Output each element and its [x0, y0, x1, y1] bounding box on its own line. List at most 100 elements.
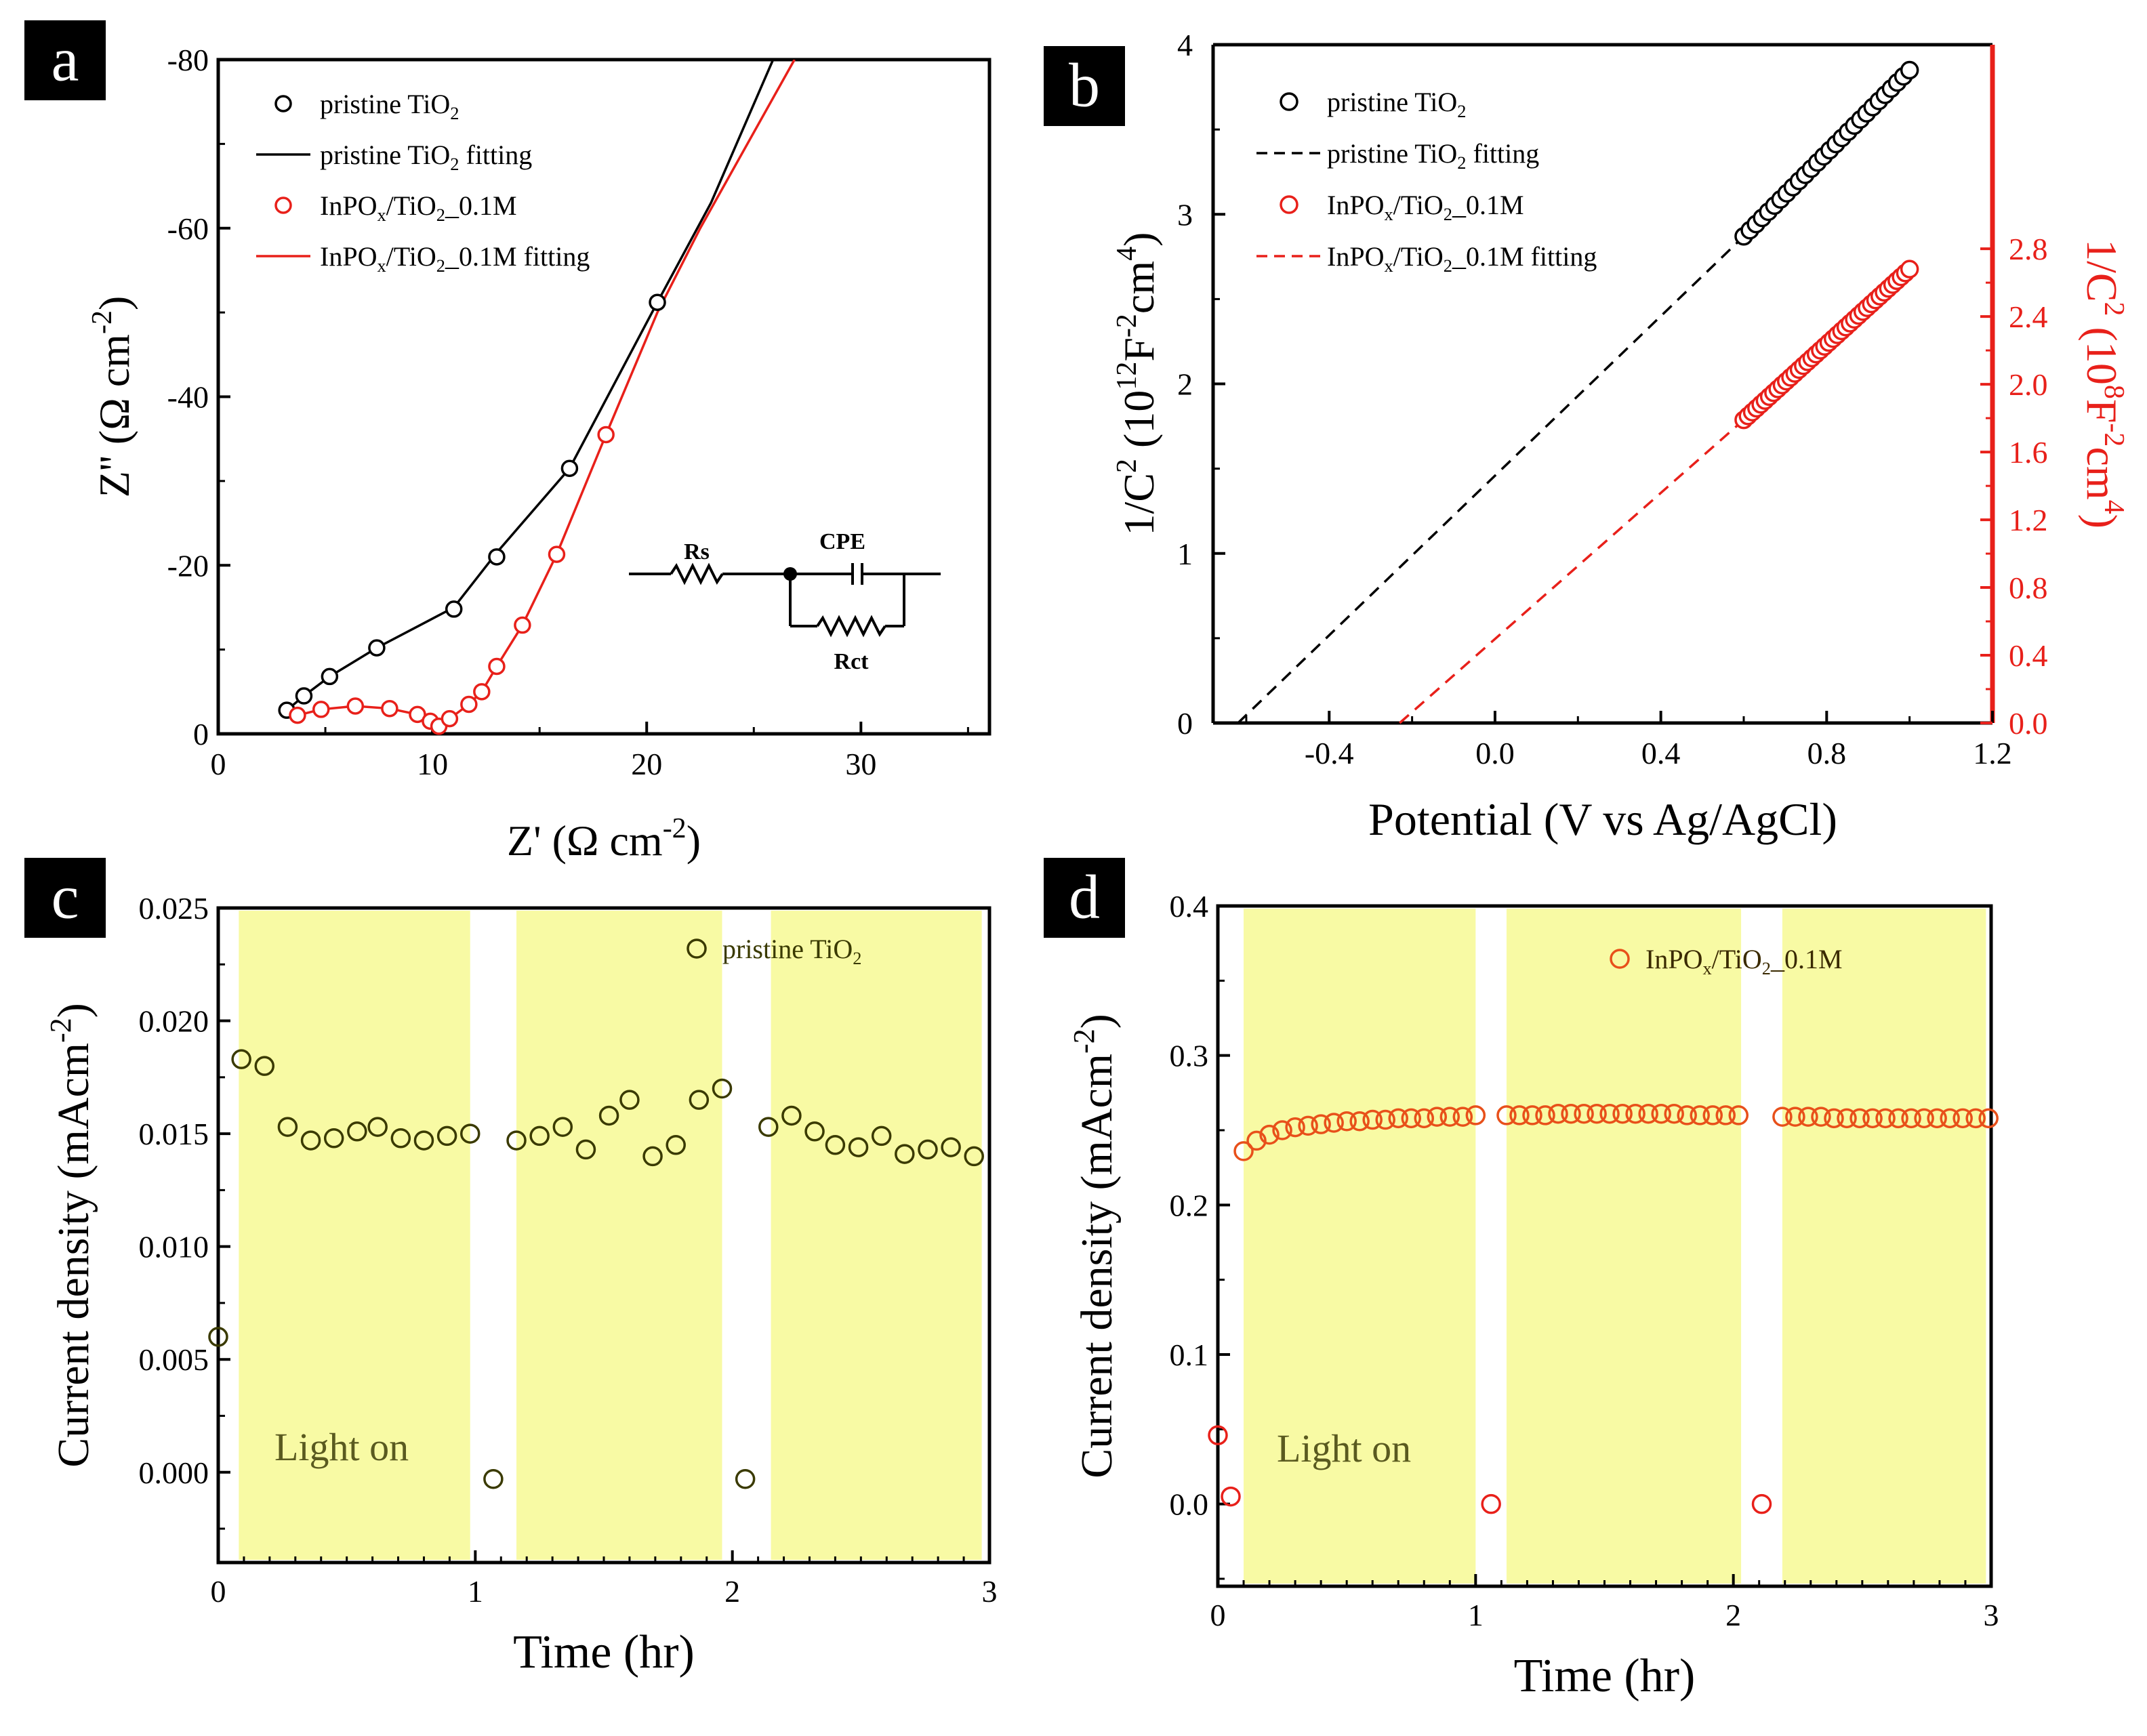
data-point — [848, 1137, 869, 1157]
x-axis-label: Time (hr) — [1514, 1650, 1696, 1702]
data-point — [1535, 1105, 1555, 1125]
y-tick-label: 4 — [1177, 28, 1193, 62]
y2-tick-label: 2.8 — [2009, 232, 2048, 266]
y-tick-label: -20 — [167, 548, 209, 583]
light-on-label: Light on — [1277, 1426, 1411, 1470]
light-on-band — [771, 911, 982, 1560]
panel-label-box — [1044, 46, 1125, 126]
panel-a: a 0 10 20 30 0 -20 -40 -60 -80 Z' (Ω cm-2) Z'' (Ω c… — [24, 20, 991, 865]
data-point — [712, 1078, 733, 1099]
data-point — [488, 657, 506, 676]
y2-tick-label: 0.0 — [2009, 706, 2048, 741]
data-point — [1824, 1108, 1844, 1129]
light-on-band — [239, 911, 470, 1560]
x-tick-label: 2 — [1725, 1598, 1741, 1632]
data-point — [529, 1125, 550, 1146]
rs-resistor — [670, 562, 724, 585]
data-point — [1233, 1141, 1254, 1161]
y-tick-label: 0.1 — [1170, 1338, 1209, 1372]
data-point — [506, 1130, 527, 1151]
data-point — [560, 459, 579, 477]
data-point — [804, 1121, 825, 1142]
data-point — [689, 1090, 710, 1110]
x-tick-label: 3 — [1984, 1598, 1999, 1632]
legend-marker — [1280, 195, 1299, 214]
y2-tick-label: 2.0 — [2009, 367, 2048, 402]
data-point — [441, 709, 459, 728]
data-point — [1324, 1113, 1344, 1133]
x-tick-label: 20 — [631, 747, 662, 781]
data-point — [1362, 1109, 1383, 1130]
y2-tick-label: 0.8 — [2009, 571, 2048, 605]
data-point — [1888, 1108, 1908, 1129]
data-point — [1900, 60, 1919, 80]
data-point — [1311, 1114, 1331, 1134]
legend-label: pristine TiO2 — [722, 934, 862, 968]
data-point — [918, 1139, 938, 1160]
data-point — [1246, 1130, 1267, 1151]
rct-label: Rct — [834, 649, 870, 674]
x-tick-label: 3 — [982, 1574, 998, 1609]
data-point — [208, 1327, 228, 1347]
data-point — [1574, 1103, 1594, 1124]
data-point — [1927, 1108, 1947, 1129]
legend-marker — [1280, 92, 1299, 111]
data-point — [1862, 1108, 1883, 1129]
data-point — [254, 1056, 275, 1076]
data-point — [825, 1135, 846, 1155]
y-tick-label: 0 — [193, 717, 209, 751]
panel-label: b — [1069, 51, 1100, 120]
y-tick-label: 2 — [1177, 367, 1193, 402]
y2-axis-label: 1/C2 (108F-2cm4) — [2078, 239, 2129, 529]
data-point — [1690, 1105, 1710, 1125]
data-point — [346, 697, 365, 715]
data-point — [1414, 1108, 1435, 1129]
y2-tick-label: 1.2 — [2009, 503, 2048, 537]
data-point — [597, 426, 615, 444]
data-point — [1298, 1115, 1318, 1136]
data-point — [1901, 1108, 1921, 1129]
data-point — [1677, 1105, 1697, 1125]
x-tick-label: 0 — [1210, 1598, 1226, 1632]
data-point — [1336, 1111, 1357, 1132]
circuit-diagram: Rs CPE Rct — [629, 529, 941, 674]
data-point — [436, 1125, 457, 1146]
data-point — [347, 1121, 367, 1142]
data-point — [871, 1125, 892, 1146]
y-tick-label: 0.0 — [1170, 1487, 1209, 1522]
y-tick-label: 0.015 — [139, 1117, 209, 1151]
y-tick-label: 0.4 — [1170, 889, 1209, 924]
legend-label: pristine TiO2 — [320, 89, 459, 123]
data-point — [321, 667, 339, 686]
data-point — [1259, 1124, 1280, 1145]
y-tick-label: 0.010 — [139, 1230, 209, 1264]
y-tick-label: 3 — [1177, 197, 1193, 232]
data-point — [666, 1135, 686, 1155]
legend-marker — [274, 95, 292, 112]
y2-tick-label: 0.4 — [2009, 638, 2048, 673]
x-tick-label: 2 — [724, 1574, 740, 1609]
data-point — [1978, 1108, 1999, 1129]
data-point — [277, 1117, 298, 1137]
data-point — [1849, 1108, 1870, 1129]
x-tick-label: 0 — [211, 747, 226, 781]
x-tick-label: 1 — [1468, 1598, 1484, 1632]
data-point — [1496, 1105, 1517, 1125]
fit-line — [1237, 235, 1745, 724]
y-tick-label: 0.020 — [139, 1004, 209, 1039]
data-point — [367, 1117, 388, 1137]
data-point — [781, 1105, 802, 1126]
panel-label-box — [1044, 858, 1125, 938]
light-on-band — [516, 911, 722, 1560]
y2-tick-label: 1.6 — [2009, 435, 2048, 470]
panel-label-box — [24, 858, 106, 938]
legend-label: InPOx/TiO2_0.1M fitting — [320, 241, 590, 276]
panel-label-box — [24, 20, 106, 100]
data-point — [642, 1146, 663, 1167]
light-on-band — [1782, 909, 1986, 1584]
data-point — [413, 1130, 434, 1151]
panel-label: d — [1069, 863, 1100, 932]
data-point — [735, 1469, 756, 1489]
data-point — [488, 548, 506, 566]
y-tick-label: -80 — [167, 43, 209, 77]
